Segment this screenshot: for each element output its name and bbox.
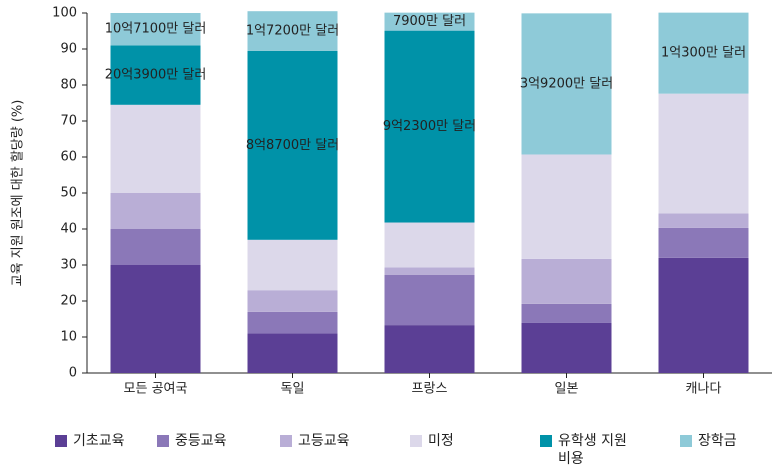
legend-item: 중등교육	[157, 432, 227, 450]
segment-label: 10억7100만 달러	[105, 22, 207, 37]
bar-segment	[384, 274, 475, 326]
legend-swatch	[410, 435, 422, 447]
x-tick-label: 독일	[281, 382, 305, 397]
x-tick-label: 일본	[555, 382, 579, 397]
bar-segment	[110, 229, 201, 265]
bar-segment	[110, 193, 201, 229]
y-tick-label: 50	[60, 186, 77, 201]
bar-segment	[658, 12, 749, 94]
y-tick-label: 40	[60, 222, 77, 237]
segment-label: 1억7200만 달러	[246, 24, 339, 39]
legend: 기초교육 중등교육 고등교육 미정 유학생 지원 비용 장학금	[0, 428, 784, 468]
bar-segment	[247, 311, 338, 334]
legend-label: 중등교육	[175, 433, 227, 449]
bar-segment	[247, 11, 338, 51]
y-tick-label: 60	[60, 150, 77, 165]
bar-segment	[110, 13, 201, 46]
bar-segment	[110, 45, 201, 105]
bar-segment	[521, 258, 612, 304]
y-axis-label: 교육 지원 원조에 대한 할당량 (%)	[11, 100, 26, 287]
segment-label: 20억3900만 달러	[105, 68, 207, 83]
bar-segment	[384, 12, 475, 31]
bar-segment	[384, 325, 475, 373]
bar-segment	[110, 265, 201, 373]
bar-segment	[247, 333, 338, 373]
y-tick-label: 80	[60, 78, 77, 93]
bar-segment	[384, 30, 475, 223]
x-tick-label: 프랑스	[412, 382, 448, 397]
bar-segment	[384, 222, 475, 268]
segment-label: 7900만 달러	[393, 14, 466, 29]
bar-segment	[247, 50, 338, 240]
bar-segment	[247, 239, 338, 291]
y-tick-label: 90	[60, 42, 77, 57]
bar-segment	[521, 322, 612, 373]
legend-label: 유학생 지원 비용	[558, 433, 627, 467]
bar-segment	[521, 303, 612, 323]
legend-item: 고등교육	[280, 432, 350, 450]
bar-segment	[658, 93, 749, 214]
x-tick-label: 모든 공여국	[124, 382, 188, 397]
legend-item: 유학생 지원 비용	[540, 432, 638, 468]
segment-label: 1억300만 달러	[661, 46, 746, 61]
y-tick-label: 70	[60, 114, 77, 129]
legend-label: 고등교육	[298, 433, 350, 449]
bar-segment	[521, 154, 612, 259]
y-tick-label: 30	[60, 258, 77, 273]
legend-label: 장학금	[698, 433, 737, 449]
x-tick-label: 캐나다	[686, 382, 722, 397]
legend-swatch	[280, 435, 292, 447]
legend-swatch	[55, 435, 67, 447]
legend-item: 미정	[410, 432, 454, 450]
chart: 교육 지원 원조에 대한 할당량 (%) 0 10 20 30 40 50 60 70 80 90…	[11, 6, 772, 397]
bar-segment	[384, 267, 475, 275]
segment-label: 9억2300만 달러	[383, 119, 476, 134]
bar-segment	[247, 290, 338, 312]
y-tick-label: 10	[60, 330, 77, 345]
y-tick-label: 0	[69, 366, 77, 381]
y-tick-label: 20	[60, 294, 77, 309]
bar-segment	[658, 257, 749, 373]
y-tick-label: 100	[52, 6, 77, 21]
legend-item: 기초교육	[55, 432, 125, 450]
bar-segment	[658, 213, 749, 228]
bar-segment	[521, 13, 612, 155]
segment-label: 8억8700만 달러	[246, 138, 339, 153]
bar-segment	[658, 227, 749, 258]
bar-segment	[110, 104, 201, 193]
legend-label: 기초교육	[73, 433, 125, 449]
legend-swatch	[157, 435, 169, 447]
legend-swatch	[540, 435, 552, 447]
legend-swatch	[680, 435, 692, 447]
segment-label: 3억9200만 달러	[520, 76, 613, 91]
legend-label: 미정	[428, 433, 454, 449]
legend-item: 장학금	[680, 432, 737, 450]
